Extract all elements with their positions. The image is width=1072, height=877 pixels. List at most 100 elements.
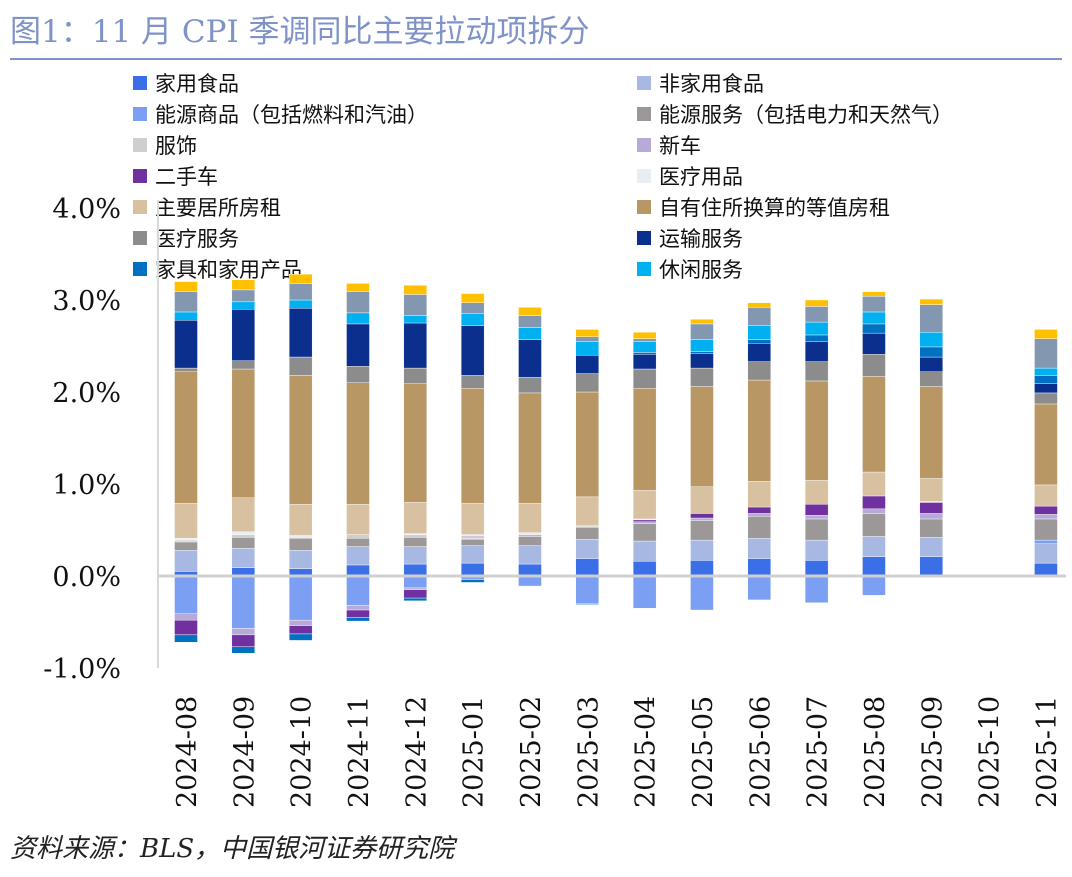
bar-segment-2025-07-14	[804, 306, 829, 323]
bar-segment-2024-12-8	[403, 502, 428, 534]
bar-segment-2025-05-6	[690, 513, 714, 519]
bar-segment-2025-08-14	[862, 296, 886, 313]
legend-swatch	[133, 262, 147, 276]
bar-segment-2025-03-0	[575, 558, 600, 577]
legend-swatch	[637, 138, 651, 152]
bar-segment-2025-01-8	[460, 503, 485, 535]
bar-segment-2024-11-3	[346, 538, 370, 547]
bar-segment-2025-08-11	[862, 332, 886, 355]
y-tick-label: 2.0%	[52, 378, 121, 409]
bar-segment-2025-09-12	[919, 346, 943, 358]
bar-segment-2025-01-1	[460, 545, 485, 564]
bar-segment-2025-05-5	[690, 517, 714, 521]
bar-segment-2024-12-0	[403, 563, 428, 577]
bar-segment-2024-09-2	[231, 575, 256, 629]
bar-segment-2025-07-9	[804, 380, 829, 481]
bar-segment-2025-09-1	[919, 537, 943, 557]
bar-segment-2025-07-11	[804, 341, 829, 362]
bar-segment-2024-09-1	[231, 548, 256, 568]
bar-segment-2024-12-6	[403, 589, 428, 599]
bar-segment-2024-10-13	[288, 299, 313, 309]
bar-segment-2024-12-12	[403, 597, 428, 602]
bar-segment-2025-05-12	[690, 351, 714, 354]
legend-swatch	[133, 169, 147, 183]
x-tick-label: 2025-02	[516, 696, 547, 808]
bar-segment-2025-05-8	[690, 486, 714, 514]
bar-segment-2025-07-6	[804, 504, 829, 516]
bar-segment-2024-11-5	[346, 605, 370, 611]
bar-segment-2025-11-1	[1034, 543, 1058, 564]
legend-label: 能源服务（包括电力和天然气）	[659, 103, 953, 127]
bar-segment-2024-09-5	[231, 628, 256, 636]
bar-segment-2025-04-11	[632, 354, 657, 370]
bar-segment-2025-03-2	[575, 575, 600, 604]
bar-segment-2025-09-8	[919, 478, 943, 502]
x-tick-label: 2024-11	[344, 696, 375, 808]
x-tick-label: 2024-08	[172, 696, 203, 808]
bar-segment-2024-10-10	[288, 356, 313, 376]
legend-item: 能源服务（包括电力和天然气）	[637, 103, 953, 127]
bar-segment-2025-03-10	[575, 373, 600, 393]
bar-segment-2025-05-2	[690, 575, 714, 611]
bar-segment-2025-02-13	[518, 327, 542, 340]
legend-item: 家具和家用产品	[133, 258, 302, 282]
legend-item: 能源商品（包括燃料和汽油）	[133, 103, 428, 127]
bar-segment-2025-08-2	[862, 575, 886, 596]
x-tick-label: 2025-07	[803, 696, 834, 808]
bar-segment-2024-11-14	[346, 291, 370, 314]
bar-segment-2025-06-15	[747, 302, 771, 308]
legend-item: 服饰	[133, 134, 197, 158]
bar-segment-2025-04-6	[632, 519, 657, 522]
bar-segment-2024-12-9	[403, 383, 428, 503]
bar-segment-2025-06-0	[747, 558, 771, 577]
bar-segment-2024-08-7	[174, 538, 198, 541]
bar-segment-2024-09-9	[231, 368, 256, 499]
x-tick-label: 2025-03	[573, 696, 604, 808]
bar-segment-2024-08-9	[174, 371, 198, 504]
bar-segment-2024-12-10	[403, 367, 428, 384]
bar-segment-2024-10-9	[288, 375, 313, 505]
bar-segment-2025-03-11	[575, 355, 600, 374]
bar-segment-2025-01-10	[460, 375, 485, 389]
x-tick-label: 2025-11	[1032, 696, 1063, 808]
legend-swatch	[133, 231, 147, 245]
bar-segment-2024-11-10	[346, 366, 370, 383]
y-tick-label: 3.0%	[52, 286, 121, 317]
bar-segment-2025-07-15	[804, 299, 829, 307]
bar-segment-2024-12-2	[403, 575, 428, 589]
bar-segment-2025-04-15	[632, 332, 657, 339]
bar-segment-2025-07-12	[804, 334, 829, 342]
bar-segment-2025-05-9	[690, 386, 714, 487]
bar-segment-2024-10-3	[288, 538, 313, 551]
bar-segment-2025-09-3	[919, 518, 943, 538]
bar-segment-2024-08-8	[174, 503, 198, 539]
bar-segment-2024-08-3	[174, 541, 198, 551]
legend-item: 医疗用品	[637, 165, 743, 189]
bar-segment-2024-09-3	[231, 537, 256, 549]
bar-segment-2025-04-10	[632, 368, 657, 389]
bar-segment-2025-02-3	[518, 536, 542, 546]
legend-swatch	[637, 107, 651, 121]
bar-segment-2025-07-1	[804, 539, 829, 561]
bar-segment-2024-09-12	[231, 646, 256, 654]
bar-segment-2025-11-2	[1034, 539, 1058, 544]
bar-segment-2024-12-13	[403, 315, 428, 324]
bar-segment-2024-08-11	[174, 320, 198, 369]
bar-segment-2025-09-5	[919, 513, 943, 520]
bar-segment-2025-06-13	[747, 325, 771, 340]
bar-segment-2025-07-0	[804, 560, 829, 577]
bar-segment-2025-02-14	[518, 315, 542, 328]
legend-item: 新车	[637, 134, 701, 158]
bar-segment-2025-05-14	[690, 323, 714, 340]
bar-segment-2025-06-10	[747, 361, 771, 381]
bar-segment-2024-09-7	[231, 531, 256, 535]
bar-segment-2024-12-4	[403, 534, 428, 538]
bar-segment-2024-08-6	[174, 619, 198, 636]
bar-segment-2025-06-3	[747, 516, 771, 539]
legend-swatch	[637, 262, 651, 276]
legend-label: 能源商品（包括燃料和汽油）	[155, 103, 428, 127]
bar-segment-2025-09-6	[919, 502, 943, 514]
bar-segment-2025-03-14	[575, 336, 600, 342]
bar-segment-2025-09-9	[919, 386, 943, 479]
